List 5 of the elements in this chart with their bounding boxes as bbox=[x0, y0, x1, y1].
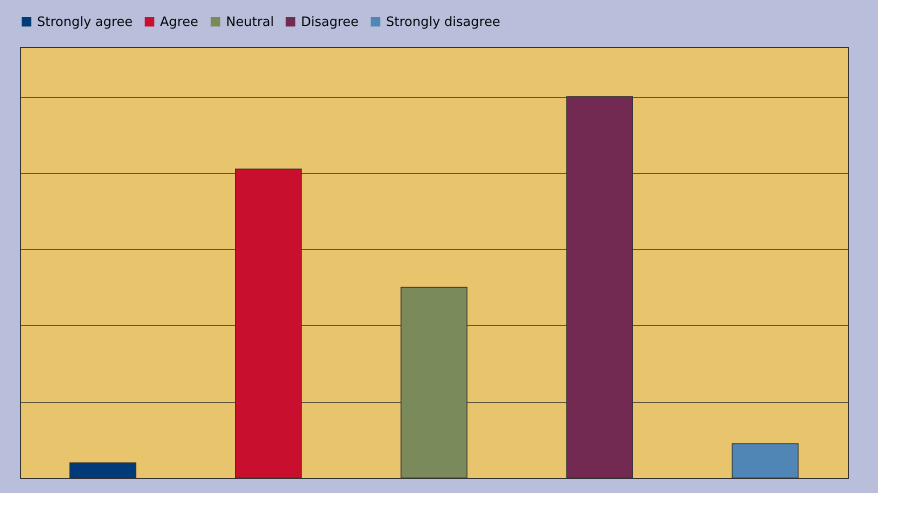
legend-label: Neutral bbox=[226, 14, 274, 30]
legend-label: Disagree bbox=[301, 14, 359, 30]
legend-label: Strongly agree bbox=[37, 14, 133, 30]
legend-label: Strongly disagree bbox=[386, 14, 500, 30]
legend-label: Agree bbox=[160, 14, 198, 30]
